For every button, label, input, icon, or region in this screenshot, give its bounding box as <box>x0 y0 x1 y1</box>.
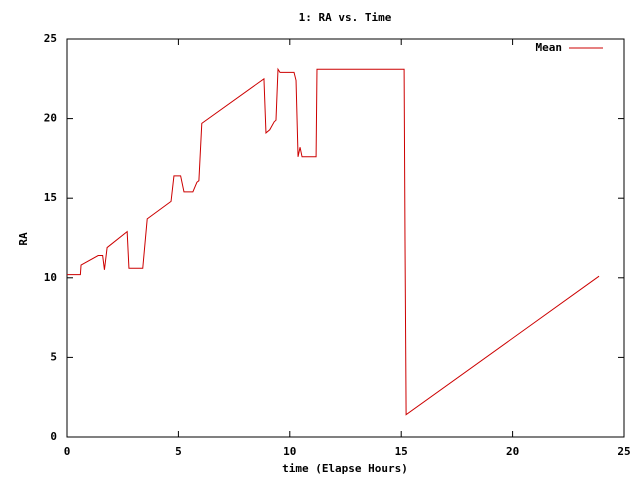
y-tick-label: 5 <box>50 350 57 363</box>
data-line <box>67 67 600 416</box>
x-axis-label: time (Elapse Hours) <box>282 462 408 475</box>
x-tick-label: 5 <box>175 445 182 458</box>
y-tick-label: 10 <box>44 271 57 284</box>
x-tick-label: 25 <box>617 445 630 458</box>
x-tick-label: 10 <box>283 445 296 458</box>
y-tick-label: 0 <box>50 430 57 443</box>
chart-title: 1: RA vs. Time <box>299 11 392 24</box>
y-tick-label: 25 <box>44 32 57 45</box>
x-tick-label: 15 <box>395 445 408 458</box>
y-tick-label: 20 <box>44 112 57 125</box>
x-tick-label: 20 <box>506 445 519 458</box>
legend-label: Mean <box>536 41 563 54</box>
y-tick-label: 15 <box>44 191 57 204</box>
y-axis-label: RA <box>17 232 30 246</box>
x-tick-label: 0 <box>64 445 71 458</box>
plot-frame <box>66 38 625 438</box>
